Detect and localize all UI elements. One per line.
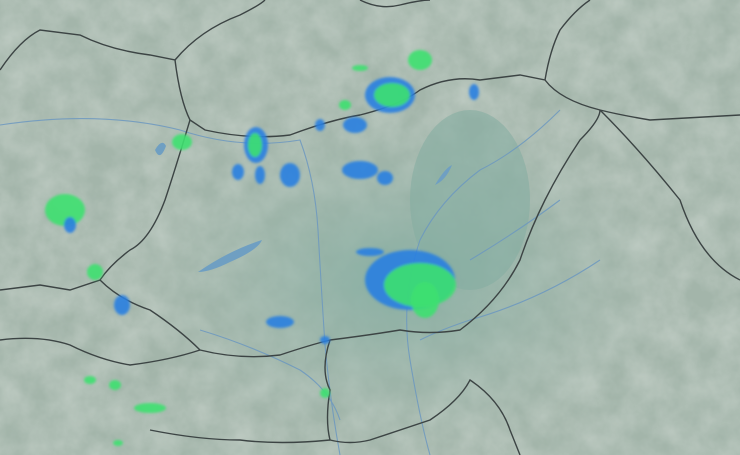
precipitation-echo (408, 50, 432, 70)
precipitation-echo (255, 166, 265, 184)
lake-neusiedl (155, 142, 166, 156)
precipitation-echo (134, 403, 166, 413)
precipitation-echo (84, 376, 96, 384)
plain-shade (410, 110, 530, 290)
precipitation-echo (356, 248, 384, 256)
precipitation-echo (469, 84, 479, 100)
precipitation-echo (377, 171, 393, 185)
precipitation-echo (315, 119, 325, 131)
precipitation-echo (343, 117, 367, 133)
precipitation-echo (172, 134, 192, 150)
precipitation-echo (411, 282, 439, 318)
lake-tisza (435, 165, 452, 185)
precipitation-echo (342, 161, 378, 179)
precipitation-echo (114, 295, 130, 315)
precipitation-echo (248, 133, 262, 157)
precipitation-echo (352, 65, 368, 71)
precipitation-echo (109, 380, 121, 390)
precipitation-echo (232, 164, 244, 180)
precipitation-echo (280, 163, 300, 187)
precipitation-echo (320, 336, 330, 344)
precipitation-echo (374, 83, 410, 107)
lake-balaton (198, 240, 262, 272)
precipitation-echo (339, 100, 351, 110)
precipitation-echo (64, 217, 76, 233)
precipitation-echo (87, 264, 103, 280)
precipitation-echo (45, 194, 85, 226)
precipitation-echo (320, 388, 330, 398)
precipitation-echo (113, 440, 123, 446)
precipitation-echo (266, 316, 294, 328)
radar-echoes (45, 50, 479, 446)
